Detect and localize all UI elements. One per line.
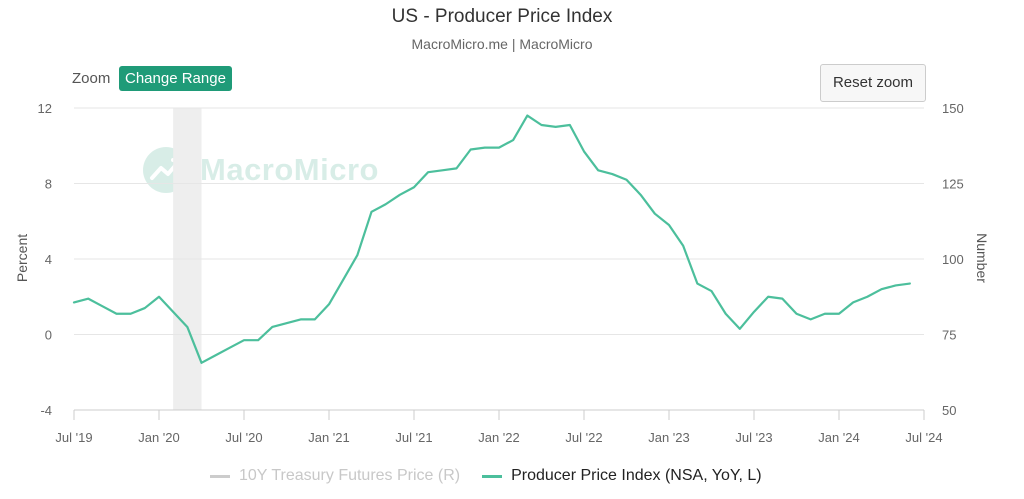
x-tick-label: Jan '22 bbox=[478, 430, 520, 445]
x-tick-label: Jul '20 bbox=[225, 430, 262, 445]
x-tick-label: Jul '21 bbox=[395, 430, 432, 445]
legend-item-treasury-futures[interactable]: 10Y Treasury Futures Price (R) bbox=[210, 467, 460, 485]
x-tick-label: Jul '19 bbox=[55, 430, 92, 445]
x-tick-label: Jan '24 bbox=[818, 430, 860, 445]
legend-label-ppi: Producer Price Index (NSA, YoY, L) bbox=[511, 467, 762, 484]
x-tick-label: Jul '24 bbox=[905, 430, 942, 445]
y-tick-label-left: 8 bbox=[45, 177, 52, 192]
legend-swatch-treasury-futures bbox=[210, 474, 230, 478]
y-tick-label-left: -4 bbox=[40, 403, 52, 418]
x-tick-label: Jan '21 bbox=[308, 430, 350, 445]
y-tick-label-right: 100 bbox=[942, 252, 964, 267]
series-layer bbox=[72, 114, 911, 364]
y-tick-label-left: 12 bbox=[38, 101, 52, 116]
y-tick-label-left: 4 bbox=[45, 252, 52, 267]
y-axis-right: 50 75 100 125 150 bbox=[942, 101, 964, 418]
legend: 10Y Treasury Futures Price (R) Producer … bbox=[210, 467, 784, 485]
reset-zoom-button[interactable]: Reset zoom bbox=[820, 64, 926, 102]
y-tick-label-right: 50 bbox=[942, 403, 956, 418]
y-tick-label-right: 125 bbox=[942, 177, 964, 192]
chart-svg: Jul '19 Jan '20 Jul '20 Jan '21 Jul '21 Jan '… bbox=[14, 101, 990, 445]
y-tick-label-left: 0 bbox=[45, 328, 52, 343]
y-axis-title-left: Percent bbox=[14, 234, 30, 282]
chart-subtitle: MacroMicro.me | MacroMicro bbox=[411, 36, 593, 52]
x-tick-label: Jan '20 bbox=[138, 430, 180, 445]
series-line-ppi bbox=[72, 114, 911, 364]
y-tick-label-right: 150 bbox=[942, 101, 964, 116]
y-axis-title-right: Number bbox=[974, 233, 990, 283]
x-axis: Jul '19 Jan '20 Jul '20 Jan '21 Jul '21 Jan '… bbox=[55, 409, 943, 445]
legend-item-ppi[interactable]: Producer Price Index (NSA, YoY, L) bbox=[482, 467, 762, 485]
y-axis-left: -4 0 4 8 12 bbox=[38, 101, 52, 418]
legend-swatch-ppi bbox=[482, 474, 503, 478]
x-tick-label: Jul '22 bbox=[565, 430, 602, 445]
change-range-button[interactable]: Change Range bbox=[119, 66, 232, 91]
chart-title: US - Producer Price Index bbox=[391, 6, 613, 27]
y-tick-label-right: 75 bbox=[942, 328, 956, 343]
x-tick-label: Jan '23 bbox=[648, 430, 690, 445]
watermark-text: MacroMicro bbox=[200, 152, 379, 187]
zoom-label: Zoom bbox=[72, 70, 111, 87]
legend-label-treasury-futures: 10Y Treasury Futures Price (R) bbox=[239, 467, 461, 484]
x-tick-label: Jul '23 bbox=[735, 430, 772, 445]
